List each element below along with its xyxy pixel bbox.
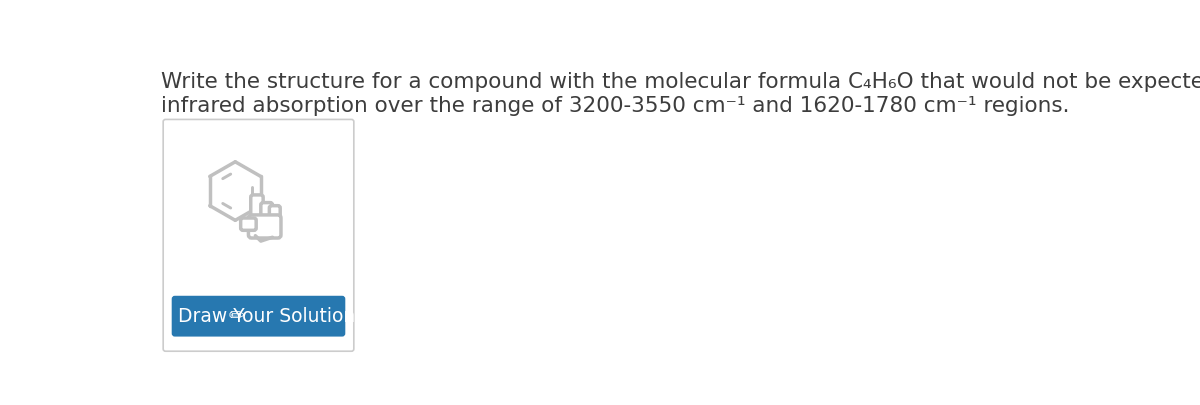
Text: Write the structure for a compound with the molecular formula C₄H₆O that would n: Write the structure for a compound with …: [161, 72, 1200, 92]
FancyBboxPatch shape: [163, 119, 354, 351]
Text: Draw Your Solution: Draw Your Solution: [178, 307, 355, 326]
Text: ✏: ✏: [228, 307, 245, 326]
FancyBboxPatch shape: [248, 215, 281, 238]
Text: infrared absorption over the range of 3200-3550 cm⁻¹ and 1620-1780 cm⁻¹ regions.: infrared absorption over the range of 32…: [161, 96, 1069, 116]
FancyBboxPatch shape: [172, 296, 346, 337]
FancyBboxPatch shape: [269, 206, 281, 226]
FancyBboxPatch shape: [260, 202, 272, 226]
FancyBboxPatch shape: [241, 218, 256, 230]
FancyBboxPatch shape: [251, 195, 263, 224]
